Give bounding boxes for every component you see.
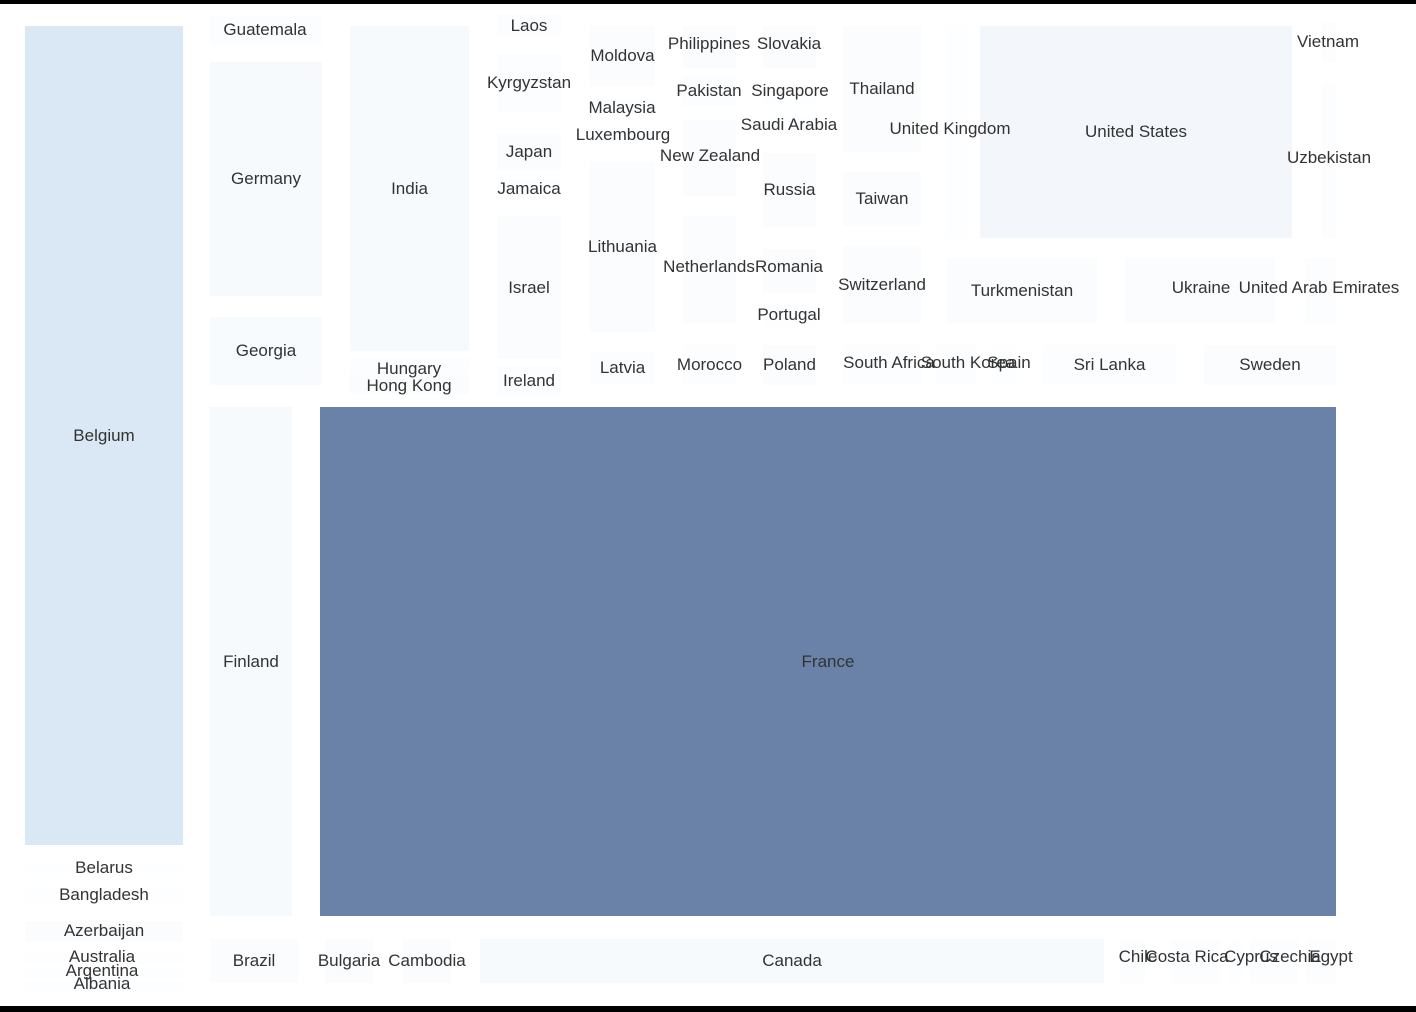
treemap-cell-poland — [763, 345, 816, 385]
treemap-cell-argentina — [25, 968, 183, 978]
treemap-cell-india — [350, 26, 469, 351]
treemap-cell-ireland — [497, 366, 561, 396]
treemap-cell-new-zealand — [683, 120, 736, 196]
treemap-cell-bulgaria — [325, 939, 373, 983]
treemap-cell-israel — [497, 216, 561, 359]
treemap-cell-czechia — [1250, 939, 1298, 983]
treemap-cell-japan — [497, 134, 561, 170]
treemap-cell-cambodia — [403, 939, 451, 983]
treemap-cell-chile — [1120, 939, 1145, 983]
treemap-cell-morocco — [683, 345, 736, 385]
treemap-cell-pakistan — [683, 76, 736, 106]
treemap-cell-cyprus — [1228, 939, 1242, 983]
treemap-cell-ukraine — [1125, 258, 1275, 323]
treemap-cell-saudi-arabia — [763, 116, 816, 136]
treemap-cell-spain — [992, 345, 1016, 385]
treemap-cell-philippines — [683, 26, 736, 68]
treemap-cell-united-states — [980, 26, 1292, 238]
treemap-cell-vietnam — [1322, 22, 1336, 62]
treemap-cell-germany — [210, 62, 322, 296]
treemap-cell-taiwan — [843, 172, 921, 226]
treemap-cell-moldova — [590, 26, 655, 86]
treemap-cell-south-korea — [936, 345, 976, 385]
treemap-cell-kyrgyzstan — [497, 54, 561, 112]
treemap-cell-thailand — [843, 26, 921, 152]
treemap-cell-georgia — [210, 317, 322, 385]
treemap-cell-sweden — [1204, 345, 1336, 385]
treemap-cell-turkmenistan — [947, 258, 1097, 323]
treemap-cell-malaysia — [590, 99, 655, 115]
treemap-cell-slovakia — [763, 26, 816, 68]
treemap-cell-belarus — [25, 863, 183, 873]
treemap-cell-australia — [25, 954, 183, 964]
treemap-cell-hungary — [350, 358, 469, 378]
treemap-cell-portugal — [763, 306, 816, 326]
treemap-cell-azerbaijan — [25, 921, 183, 941]
treemap-cell-costa-rica — [1172, 939, 1220, 983]
treemap-cell-singapore — [763, 86, 816, 106]
treemap-cell-jamaica — [497, 179, 561, 199]
treemap-chart: Belgium Belarus Bangladesh Azerbaijan Austra… — [0, 4, 1416, 1006]
treemap-cell-luxembourg — [590, 128, 655, 142]
treemap-cell-romania — [763, 249, 816, 293]
treemap-cell-uzbekistan — [1322, 83, 1336, 238]
treemap-cell-switzerland — [843, 246, 921, 323]
treemap-cell-laos — [497, 14, 561, 36]
treemap-cell-hong-kong — [350, 374, 469, 394]
treemap-cell-russia — [763, 153, 816, 227]
treemap-cell-united-kingdom — [946, 26, 968, 238]
treemap-cell-lithuania — [590, 162, 655, 332]
treemap-cell-netherlands — [683, 216, 736, 323]
treemap-cell-egypt — [1306, 939, 1336, 983]
treemap-cell-france — [320, 407, 1336, 916]
treemap-cell-finland — [210, 407, 292, 916]
treemap-cell-albania — [25, 982, 183, 992]
treemap-cell-latvia — [590, 351, 655, 385]
treemap-cell-south-africa — [843, 345, 921, 385]
treemap-cell-united-arab-emirates — [1305, 258, 1336, 323]
treemap-cell-guatemala — [210, 16, 322, 44]
treemap-cell-belgium — [25, 26, 183, 845]
treemap-cell-canada — [480, 939, 1104, 983]
treemap-cell-sri-lanka — [1043, 345, 1176, 385]
treemap-cell-brazil — [210, 939, 298, 983]
treemap-cell-bangladesh — [25, 888, 183, 902]
